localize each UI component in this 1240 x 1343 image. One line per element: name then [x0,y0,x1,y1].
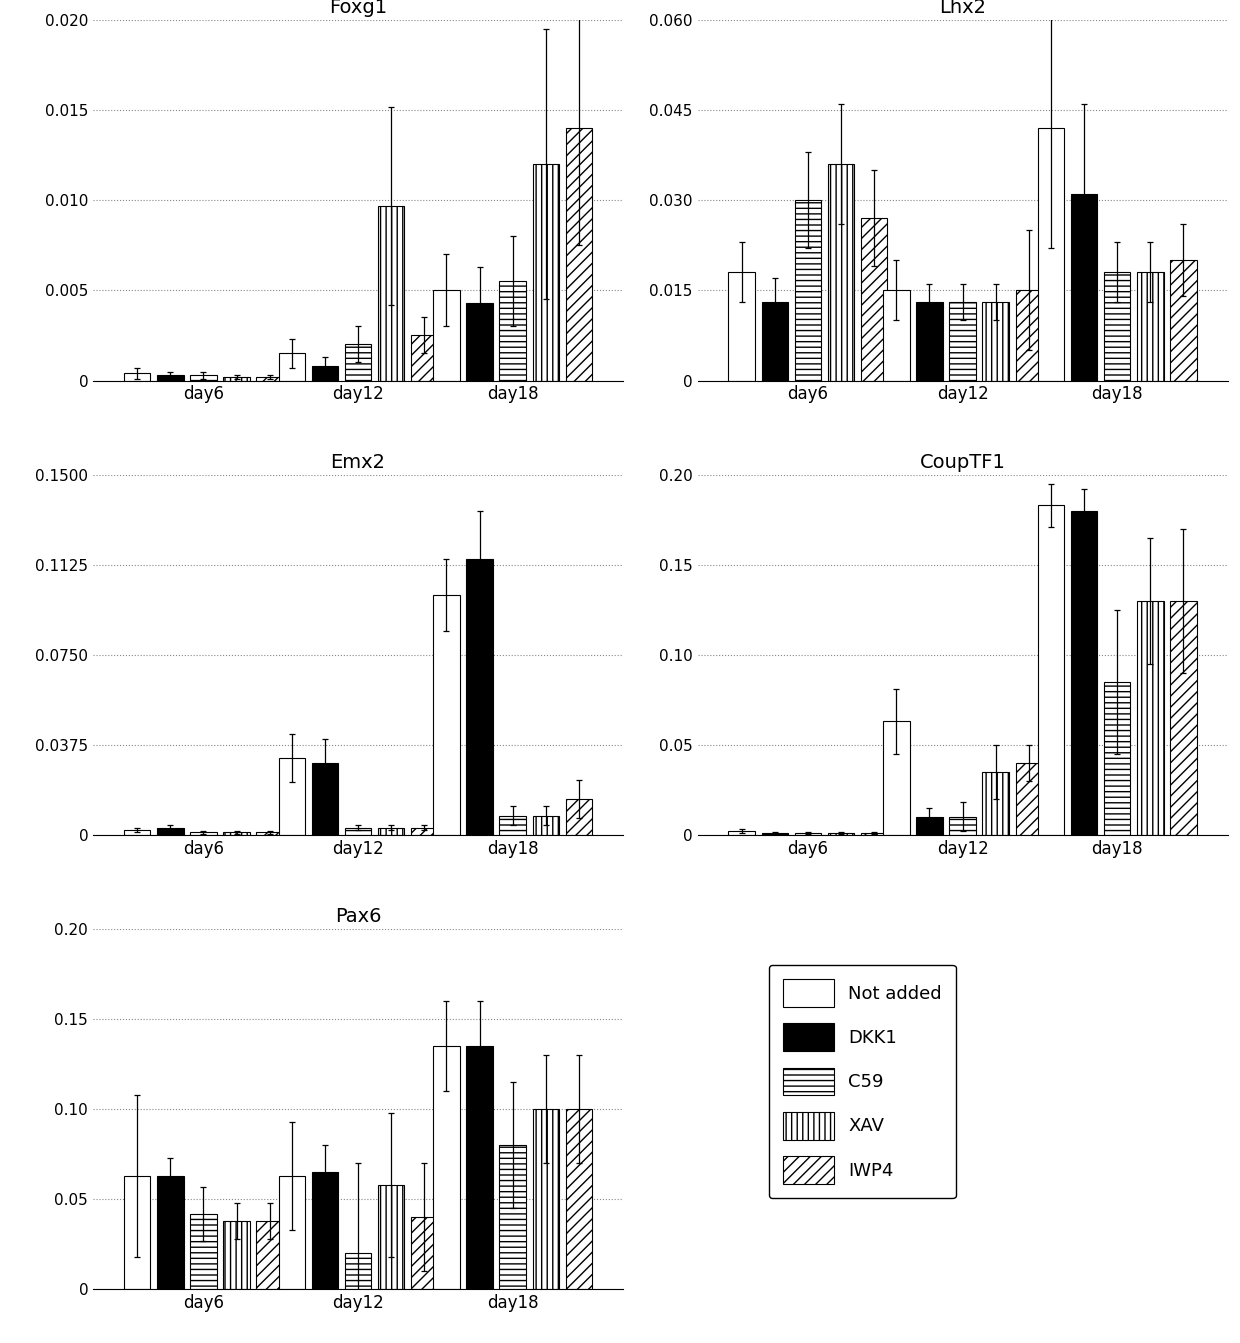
Bar [728,831,755,835]
Bar [1137,600,1163,835]
Bar [433,595,460,835]
Bar [728,273,755,380]
Bar [412,1217,438,1289]
Bar [257,1221,283,1289]
Bar [883,290,909,380]
Bar [795,200,821,380]
Bar [761,833,789,835]
Bar [1071,195,1097,380]
Bar [828,833,854,835]
Bar [1016,763,1042,835]
Bar [190,833,217,835]
Bar [532,815,559,835]
Bar [1137,273,1163,380]
Bar [532,1109,559,1289]
Legend: Not added, DKK1, C59, XAV, IWP4: Not added, DKK1, C59, XAV, IWP4 [769,964,956,1198]
Bar [466,559,492,835]
Bar [1038,128,1064,380]
Bar [1071,510,1097,835]
Title: CoupTF1: CoupTF1 [920,453,1006,471]
Bar [378,205,404,380]
Bar [223,377,249,380]
Title: Pax6: Pax6 [335,907,381,925]
Bar [223,1221,249,1289]
Bar [761,302,789,380]
Bar [565,799,593,835]
Bar [883,721,909,835]
Bar [466,1046,492,1289]
Bar [433,290,460,380]
Bar [433,1046,460,1289]
Bar [124,830,150,835]
Bar [1104,682,1131,835]
Bar [157,827,184,835]
Bar [916,302,942,380]
Bar [345,1253,371,1289]
Bar [916,817,942,835]
Bar [950,302,976,380]
Bar [157,375,184,380]
Bar [500,282,526,380]
Bar [378,827,404,835]
Bar [861,219,888,380]
Bar [500,815,526,835]
Bar [565,1109,593,1289]
Bar [1016,290,1042,380]
Bar [190,375,217,380]
Bar [345,827,371,835]
Bar [950,817,976,835]
Bar [500,1146,526,1289]
Bar [1171,600,1197,835]
Bar [378,1185,404,1289]
Bar [532,164,559,380]
Bar [1104,273,1131,380]
Bar [982,302,1009,380]
Bar [223,833,249,835]
Bar [345,345,371,380]
Bar [257,377,283,380]
Bar [1171,261,1197,380]
Bar [412,827,438,835]
Title: Foxg1: Foxg1 [329,0,387,17]
Bar [279,353,305,380]
Bar [124,373,150,380]
Bar [861,833,888,835]
Bar [311,763,339,835]
Bar [311,367,339,380]
Bar [190,1214,217,1289]
Bar [795,833,821,835]
Bar [982,772,1009,835]
Bar [279,757,305,835]
Bar [124,1175,150,1289]
Title: Emx2: Emx2 [331,453,386,471]
Bar [466,304,492,380]
Bar [157,1175,184,1289]
Bar [565,128,593,380]
Bar [412,336,438,380]
Bar [1038,505,1064,835]
Bar [257,833,283,835]
Bar [311,1172,339,1289]
Title: Lhx2: Lhx2 [939,0,986,17]
Bar [279,1175,305,1289]
Bar [828,164,854,380]
